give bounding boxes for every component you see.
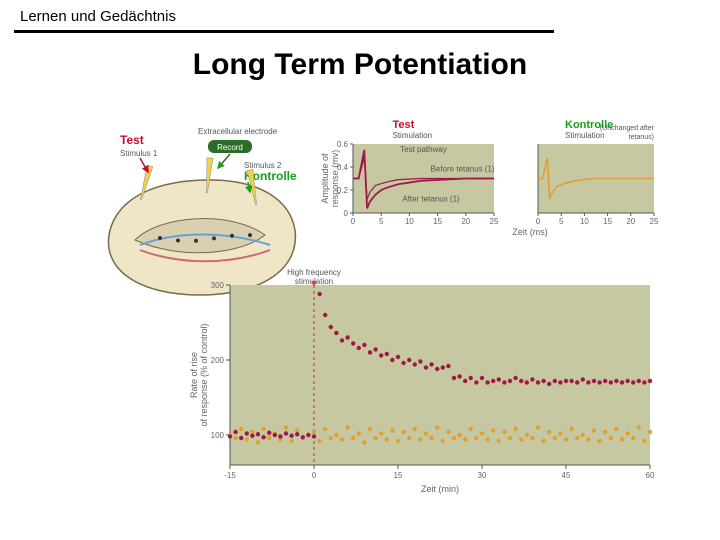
svg-text:(Unchanged after: (Unchanged after bbox=[600, 125, 655, 132]
svg-text:Extracellular electrode: Extracellular electrode bbox=[198, 127, 278, 136]
svg-text:0: 0 bbox=[344, 209, 349, 218]
svg-text:High frequency: High frequency bbox=[287, 268, 341, 277]
svg-text:0: 0 bbox=[536, 217, 541, 226]
svg-text:30: 30 bbox=[478, 471, 487, 480]
svg-text:Before tetanus (1): Before tetanus (1) bbox=[431, 165, 495, 174]
figure-area: Test Stimulus 1 Extracellular electrode Rec… bbox=[90, 120, 670, 520]
svg-text:Test: Test bbox=[393, 120, 415, 131]
svg-text:Stimulation: Stimulation bbox=[393, 131, 433, 140]
page-title: Long Term Potentiation bbox=[0, 48, 720, 82]
svg-text:10: 10 bbox=[405, 217, 414, 226]
svg-text:Test: Test bbox=[120, 133, 144, 147]
svg-text:Stimulation: Stimulation bbox=[565, 131, 605, 140]
svg-text:300: 300 bbox=[211, 281, 225, 290]
svg-text:Stimulus 1: Stimulus 1 bbox=[120, 149, 158, 158]
svg-text:response (mv): response (mv) bbox=[330, 150, 340, 208]
svg-text:of response (% of control): of response (% of control) bbox=[199, 323, 209, 426]
svg-text:tetanus): tetanus) bbox=[629, 134, 654, 141]
svg-text:25: 25 bbox=[650, 217, 659, 226]
svg-text:200: 200 bbox=[211, 356, 225, 365]
course-label: Lernen und Gedächtnis bbox=[20, 8, 176, 25]
svg-text:Rate of rise: Rate of rise bbox=[189, 352, 199, 398]
svg-text:After tetanus (1): After tetanus (1) bbox=[402, 195, 460, 204]
svg-text:Test pathway: Test pathway bbox=[400, 145, 447, 154]
svg-text:5: 5 bbox=[559, 217, 564, 226]
figure-svg: Test Stimulus 1 Extracellular electrode Rec… bbox=[90, 120, 670, 520]
svg-text:20: 20 bbox=[626, 217, 635, 226]
svg-text:Zeit (ms): Zeit (ms) bbox=[512, 227, 548, 237]
svg-text:5: 5 bbox=[379, 217, 384, 226]
svg-text:-15: -15 bbox=[224, 471, 236, 480]
svg-text:60: 60 bbox=[646, 471, 655, 480]
svg-text:20: 20 bbox=[461, 217, 470, 226]
svg-text:45: 45 bbox=[562, 471, 571, 480]
svg-text:0.6: 0.6 bbox=[337, 140, 349, 149]
header-rule bbox=[14, 30, 554, 33]
svg-text:100: 100 bbox=[211, 431, 225, 440]
svg-text:0: 0 bbox=[312, 471, 317, 480]
svg-text:Amplitude of: Amplitude of bbox=[320, 153, 330, 204]
svg-text:25: 25 bbox=[490, 217, 499, 226]
svg-text:Record: Record bbox=[217, 143, 243, 152]
svg-text:15: 15 bbox=[394, 471, 403, 480]
svg-text:15: 15 bbox=[433, 217, 442, 226]
svg-text:Zeit (min): Zeit (min) bbox=[421, 484, 459, 494]
svg-text:0: 0 bbox=[351, 217, 356, 226]
svg-text:10: 10 bbox=[580, 217, 589, 226]
svg-text:15: 15 bbox=[603, 217, 612, 226]
